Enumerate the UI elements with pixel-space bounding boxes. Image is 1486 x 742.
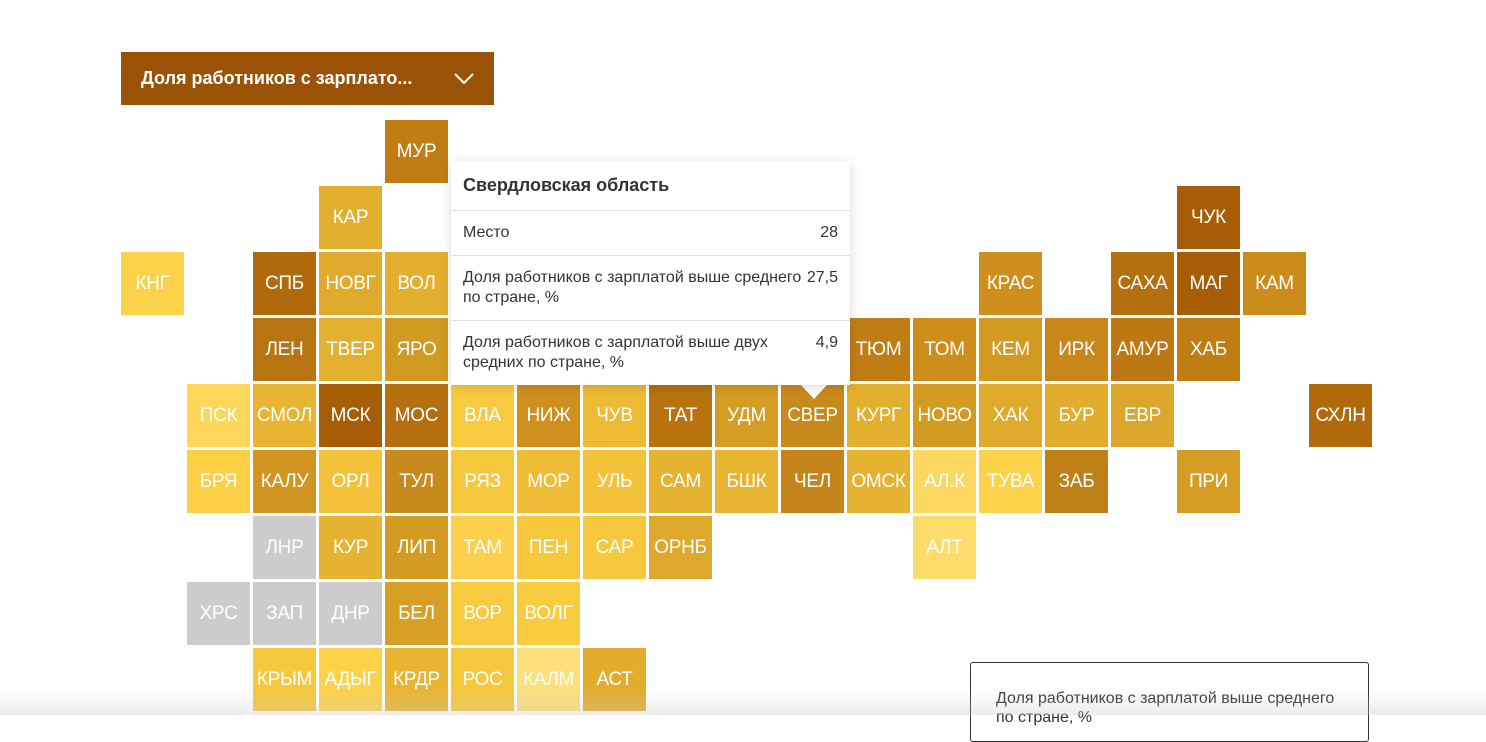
region-tile[interactable]: ПЕН xyxy=(517,516,580,579)
region-tile[interactable]: АДЫГ xyxy=(319,648,382,711)
region-tile[interactable]: КРЫМ xyxy=(253,648,316,711)
region-tile[interactable]: МОР xyxy=(517,450,580,513)
region-tile[interactable]: ЗАП xyxy=(253,582,316,645)
region-tile[interactable]: СПБ xyxy=(253,252,316,315)
region-tile[interactable]: ЛНР xyxy=(253,516,316,579)
region-tile[interactable]: ДНР xyxy=(319,582,382,645)
region-tile[interactable]: НОВО xyxy=(913,384,976,447)
region-tile[interactable]: МАГ xyxy=(1177,252,1240,315)
tooltip: Свердловская область Место 28 Доля работни… xyxy=(451,161,850,385)
tooltip-row-value: 4,9 xyxy=(815,334,838,351)
region-tile[interactable]: КЕМ xyxy=(979,318,1042,381)
region-tile[interactable]: ОМСК xyxy=(847,450,910,513)
indicator-dropdown[interactable]: Доля работников с зарплато... xyxy=(121,52,494,105)
region-tile[interactable]: БЕЛ xyxy=(385,582,448,645)
region-tile[interactable]: ВЛА xyxy=(451,384,514,447)
region-tile[interactable]: ОРНБ xyxy=(649,516,712,579)
region-tile[interactable]: УДМ xyxy=(715,384,778,447)
region-tile[interactable]: КАР xyxy=(319,186,382,249)
tooltip-title: Свердловская область xyxy=(451,161,850,211)
region-tile[interactable]: САМ xyxy=(649,450,712,513)
region-tile[interactable]: ТОМ xyxy=(913,318,976,381)
region-tile[interactable]: ЧУВ xyxy=(583,384,646,447)
region-tile[interactable]: ХАБ xyxy=(1177,318,1240,381)
region-tile[interactable]: СМОЛ xyxy=(253,384,316,447)
region-tile[interactable]: УЛЬ xyxy=(583,450,646,513)
region-tile[interactable]: ЛИП xyxy=(385,516,448,579)
region-tile[interactable]: АСТ xyxy=(583,648,646,711)
region-tile[interactable]: РЯЗ xyxy=(451,450,514,513)
region-tile[interactable]: КРДР xyxy=(385,648,448,711)
tooltip-row-value: 28 xyxy=(820,224,838,241)
region-tile[interactable]: МСК xyxy=(319,384,382,447)
region-tile[interactable]: ЧУК xyxy=(1177,186,1240,249)
region-tile[interactable]: МОС xyxy=(385,384,448,447)
tooltip-row-label: Место xyxy=(463,224,510,241)
region-tile[interactable]: САХА xyxy=(1111,252,1174,315)
region-tile[interactable]: ВОЛГ xyxy=(517,582,580,645)
region-tile[interactable]: КАМ xyxy=(1243,252,1306,315)
tooltip-row-value: 27,5 xyxy=(806,269,838,286)
region-tile[interactable]: ХАК xyxy=(979,384,1042,447)
tooltip-pointer xyxy=(801,385,827,399)
region-tile[interactable]: МУР xyxy=(385,120,448,183)
region-tile[interactable]: САР xyxy=(583,516,646,579)
tooltip-row-label: Доля работников с зарплатой выше среднег… xyxy=(463,269,802,306)
region-tile[interactable]: ОРЛ xyxy=(319,450,382,513)
region-tile[interactable]: ТЮМ xyxy=(847,318,910,381)
region-tile[interactable]: ТУВА xyxy=(979,450,1042,513)
region-tile[interactable]: КАЛМ xyxy=(517,648,580,711)
page: Tile map html, body { margin: 0; padding… xyxy=(0,52,1486,742)
region-tile[interactable]: РОС xyxy=(451,648,514,711)
tooltip-row: Доля работников с зарплатой выше двух ср… xyxy=(451,321,850,385)
region-tile[interactable]: ТУЛ xyxy=(385,450,448,513)
region-tile[interactable]: ПСК xyxy=(187,384,250,447)
region-tile[interactable]: СХЛН xyxy=(1309,384,1372,447)
region-tile[interactable]: КНГ xyxy=(121,252,184,315)
region-tile[interactable]: БШК xyxy=(715,450,778,513)
region-tile[interactable]: ПРИ xyxy=(1177,450,1240,513)
region-tile[interactable]: ВОЛ xyxy=(385,252,448,315)
region-tile[interactable]: НИЖ xyxy=(517,384,580,447)
region-tile[interactable]: ХРС xyxy=(187,582,250,645)
tooltip-row-label: Доля работников с зарплатой выше двух ср… xyxy=(463,334,768,371)
region-tile[interactable]: КУРГ xyxy=(847,384,910,447)
region-tile[interactable]: БУР xyxy=(1045,384,1108,447)
region-tile[interactable]: АЛТ xyxy=(913,516,976,579)
region-tile[interactable]: ЕВР xyxy=(1111,384,1174,447)
region-tile[interactable]: ЧЕЛ xyxy=(781,450,844,513)
dropdown-label: Доля работников с зарплато... xyxy=(141,68,413,88)
region-tile[interactable]: КРАС xyxy=(979,252,1042,315)
tile-map: МУР КАР ЧУК КНГ СПБ НОВГ ВОЛ КРАС САХА МАГ КАМ ЛЕН Т… xyxy=(121,120,1372,711)
region-tile[interactable]: АМУР xyxy=(1111,318,1174,381)
region-tile[interactable]: ВОР xyxy=(451,582,514,645)
region-tile[interactable]: ЗАБ xyxy=(1045,450,1108,513)
region-tile[interactable]: АЛ.К xyxy=(913,450,976,513)
region-tile[interactable]: НОВГ xyxy=(319,252,382,315)
region-tile[interactable]: ЛЕН xyxy=(253,318,316,381)
region-tile[interactable]: ТАМ xyxy=(451,516,514,579)
chevron-icon xyxy=(454,72,474,84)
region-tile[interactable]: БРЯ xyxy=(187,450,250,513)
tooltip-row: Доля работников с зарплатой выше среднег… xyxy=(451,256,850,321)
region-tile[interactable]: ТАТ xyxy=(649,384,712,447)
region-tile[interactable]: КАЛУ xyxy=(253,450,316,513)
region-tile[interactable]: КУР xyxy=(319,516,382,579)
body: {"dropdown": {"label": "Доля работников … xyxy=(0,52,1486,742)
legend-title: Доля работников с зарплатой выше среднег… xyxy=(996,690,1335,727)
legend: Доля работников с зарплатой выше среднег… xyxy=(970,662,1369,742)
region-tile[interactable]: ТВЕР xyxy=(319,318,382,381)
region-tile[interactable]: ЯРО xyxy=(385,318,448,381)
tooltip-row: Место 28 xyxy=(451,211,850,256)
region-tile[interactable]: ИРК xyxy=(1045,318,1108,381)
